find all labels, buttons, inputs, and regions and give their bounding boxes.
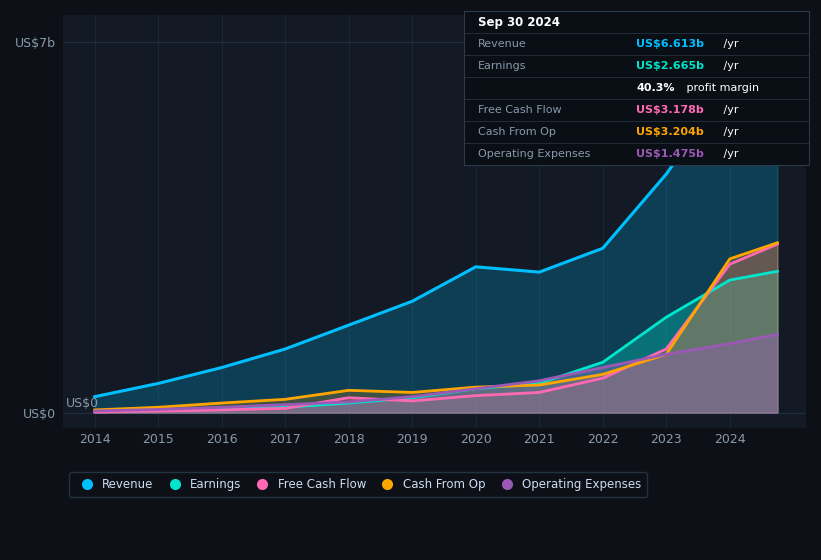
Text: /yr: /yr: [720, 39, 739, 49]
Text: /yr: /yr: [720, 127, 739, 137]
Text: US$1.475b: US$1.475b: [636, 149, 704, 159]
Text: 40.3%: 40.3%: [636, 83, 675, 93]
Text: Operating Expenses: Operating Expenses: [478, 149, 590, 159]
Text: US$2.665b: US$2.665b: [636, 61, 704, 71]
Text: Cash From Op: Cash From Op: [478, 127, 556, 137]
Text: Revenue: Revenue: [478, 39, 526, 49]
Text: Free Cash Flow: Free Cash Flow: [478, 105, 562, 115]
Text: /yr: /yr: [720, 61, 739, 71]
Text: US$3.204b: US$3.204b: [636, 127, 704, 137]
Text: US$3.178b: US$3.178b: [636, 105, 704, 115]
Text: Sep 30 2024: Sep 30 2024: [478, 16, 560, 29]
Text: US$6.613b: US$6.613b: [636, 39, 704, 49]
Text: Earnings: Earnings: [478, 61, 526, 71]
Text: US$0: US$0: [67, 397, 99, 410]
Text: /yr: /yr: [720, 105, 739, 115]
Text: profit margin: profit margin: [683, 83, 759, 93]
Legend: Revenue, Earnings, Free Cash Flow, Cash From Op, Operating Expenses: Revenue, Earnings, Free Cash Flow, Cash …: [69, 472, 647, 497]
Text: /yr: /yr: [720, 149, 739, 159]
